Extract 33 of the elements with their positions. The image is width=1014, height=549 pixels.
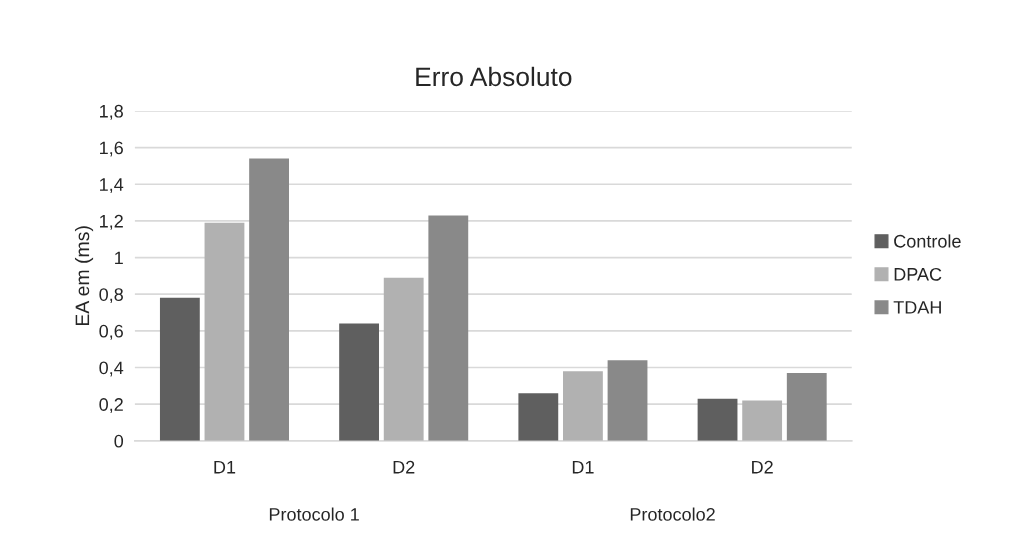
x-tick-label: D1: [572, 460, 594, 474]
text: Protocolo 1: [269, 507, 359, 521]
legend-label: TDAH: [893, 301, 941, 314]
y-tick-label: 0,6: [99, 324, 123, 340]
y-tick-label: 0,8: [99, 288, 123, 304]
bar: [159, 297, 200, 441]
y-tick-label: 0,4: [99, 361, 124, 377]
y-tick-label: 1: [115, 251, 123, 265]
bar: [518, 393, 559, 441]
bar: [249, 158, 289, 441]
y-tick-label: 0: [114, 434, 124, 448]
y-tick-label: 1,2: [100, 214, 123, 230]
bar: [339, 323, 380, 441]
legend-label: Controle: [894, 234, 961, 248]
bar: [607, 360, 648, 441]
y-tick-label: 1,4: [100, 178, 124, 194]
chart-title: Erro Absoluto: [416, 66, 572, 87]
bar: [563, 371, 603, 441]
legend-label: DPAC: [894, 267, 942, 281]
bar: [786, 373, 827, 441]
y-tick-label: 0,2: [99, 398, 123, 414]
y-axis-title: EA em (ms): [74, 226, 94, 326]
bar: [742, 400, 783, 441]
x-tick-label: D2: [393, 460, 415, 474]
y-tick-label: 1,8: [100, 104, 123, 120]
bar: [428, 215, 469, 441]
x-tick-label: D2: [752, 460, 773, 474]
text: Protocolo2: [630, 507, 715, 521]
bar: [204, 222, 245, 441]
x-tick-label: D1: [214, 460, 236, 474]
y-tick-label: 1,6: [100, 141, 123, 157]
bar: [697, 398, 738, 441]
bar: [383, 277, 424, 441]
